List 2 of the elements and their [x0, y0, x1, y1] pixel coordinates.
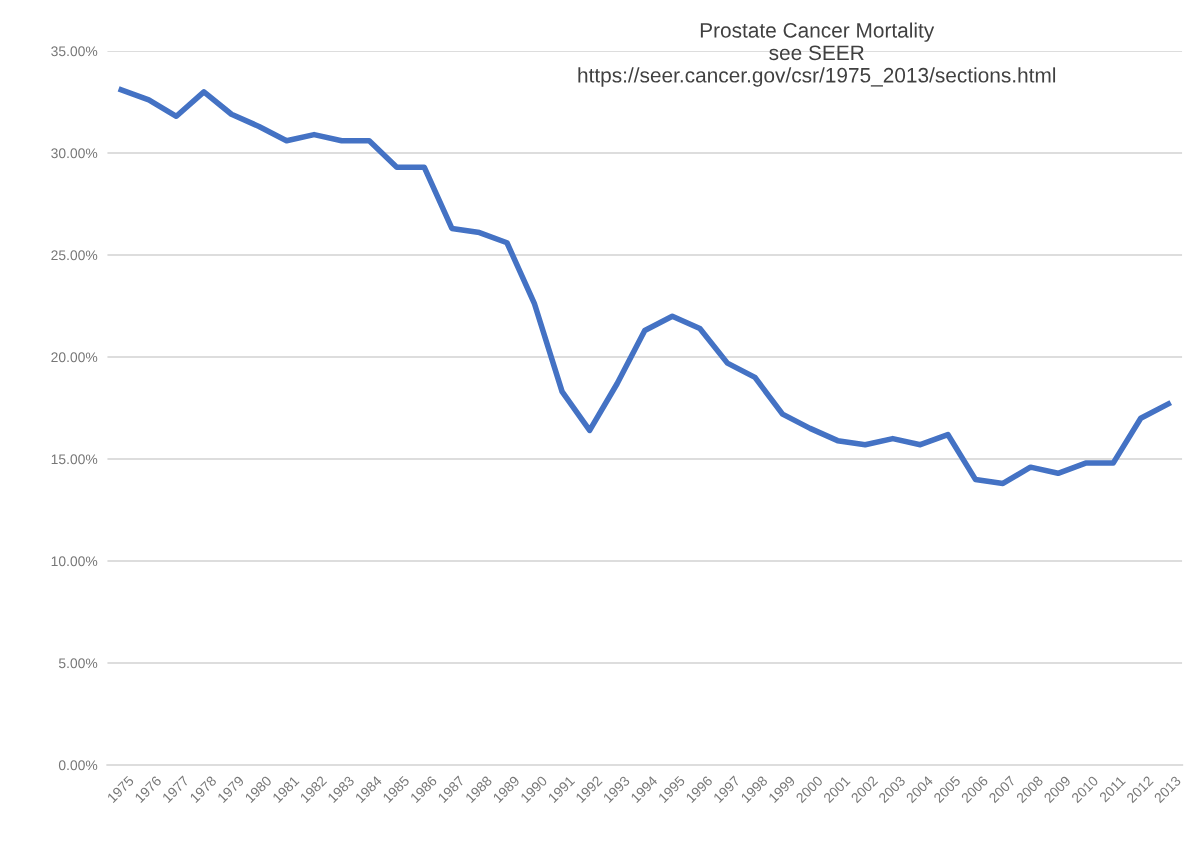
chart-title: Prostate Cancer Mortality see SEER https://seer.cancer.gov/csr/1975_2013/sections.html — [578, 22, 1056, 87]
line-series — [118, 86, 1172, 487]
